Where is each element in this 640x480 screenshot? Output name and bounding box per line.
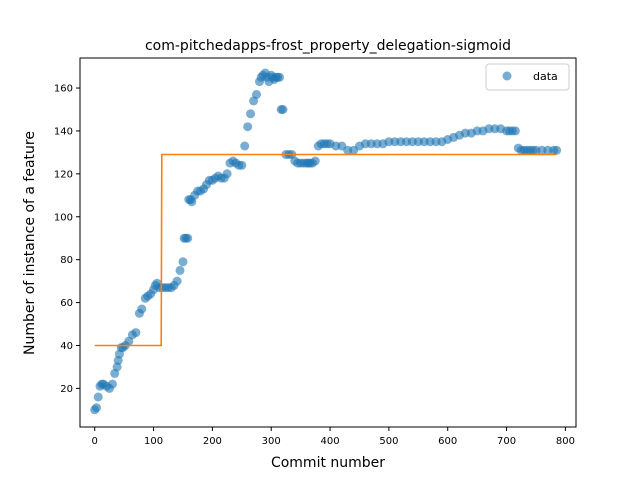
data-point <box>237 160 247 170</box>
plot-marks <box>90 68 562 415</box>
data-point <box>175 265 185 275</box>
x-axis-label: Commit number <box>271 455 385 471</box>
data-point <box>93 392 103 402</box>
x-tick-label: 100 <box>144 436 163 447</box>
legend-label-data: data <box>533 70 558 83</box>
y-axis-ticks: 20 40 60 80 100 120 140 160 <box>54 84 80 395</box>
y-tick-label: 100 <box>54 212 73 223</box>
data-point <box>137 304 147 314</box>
y-tick-label: 80 <box>60 255 73 266</box>
data-point <box>92 403 101 413</box>
x-tick-label: 600 <box>438 436 457 447</box>
data-point <box>275 72 284 82</box>
x-tick-label: 500 <box>379 436 398 447</box>
data-point <box>246 109 256 119</box>
y-axis-label: Number of instance of a feature <box>22 131 38 355</box>
y-tick-label: 120 <box>54 169 73 180</box>
x-tick-label: 800 <box>556 436 575 447</box>
y-tick-label: 160 <box>54 84 73 95</box>
legend-box <box>485 63 570 91</box>
x-tick-label: 700 <box>497 436 516 447</box>
axes-frame <box>79 57 577 428</box>
data-point <box>240 141 250 151</box>
x-axis-ticks: 0 100 200 300 400 500 600 700 800 <box>92 427 575 447</box>
data-point <box>183 233 193 243</box>
x-tick-label: 300 <box>262 436 281 447</box>
y-tick-label: 20 <box>60 384 73 395</box>
data-point <box>107 379 117 389</box>
legend: data <box>485 63 570 91</box>
data-point <box>310 156 320 166</box>
chart-title: com-pitchedapps-frost_property_delegatio… <box>145 38 511 54</box>
data-point <box>252 90 261 99</box>
data-point <box>178 257 188 267</box>
data-point <box>552 145 562 155</box>
data-point <box>131 328 141 338</box>
data-point <box>278 105 288 114</box>
x-tick-label: 400 <box>321 436 340 447</box>
data-point <box>510 126 520 136</box>
y-tick-label: 40 <box>60 341 73 352</box>
data-point <box>222 169 232 179</box>
legend-data-marker <box>502 71 512 81</box>
axes-border <box>79 57 577 428</box>
x-tick-label: 0 <box>92 436 98 447</box>
data-point <box>172 276 182 286</box>
fit-line <box>94 153 557 347</box>
x-tick-label: 200 <box>203 436 222 447</box>
data-point <box>243 122 253 132</box>
y-tick-label: 140 <box>54 126 73 137</box>
y-tick-label: 60 <box>60 298 73 309</box>
